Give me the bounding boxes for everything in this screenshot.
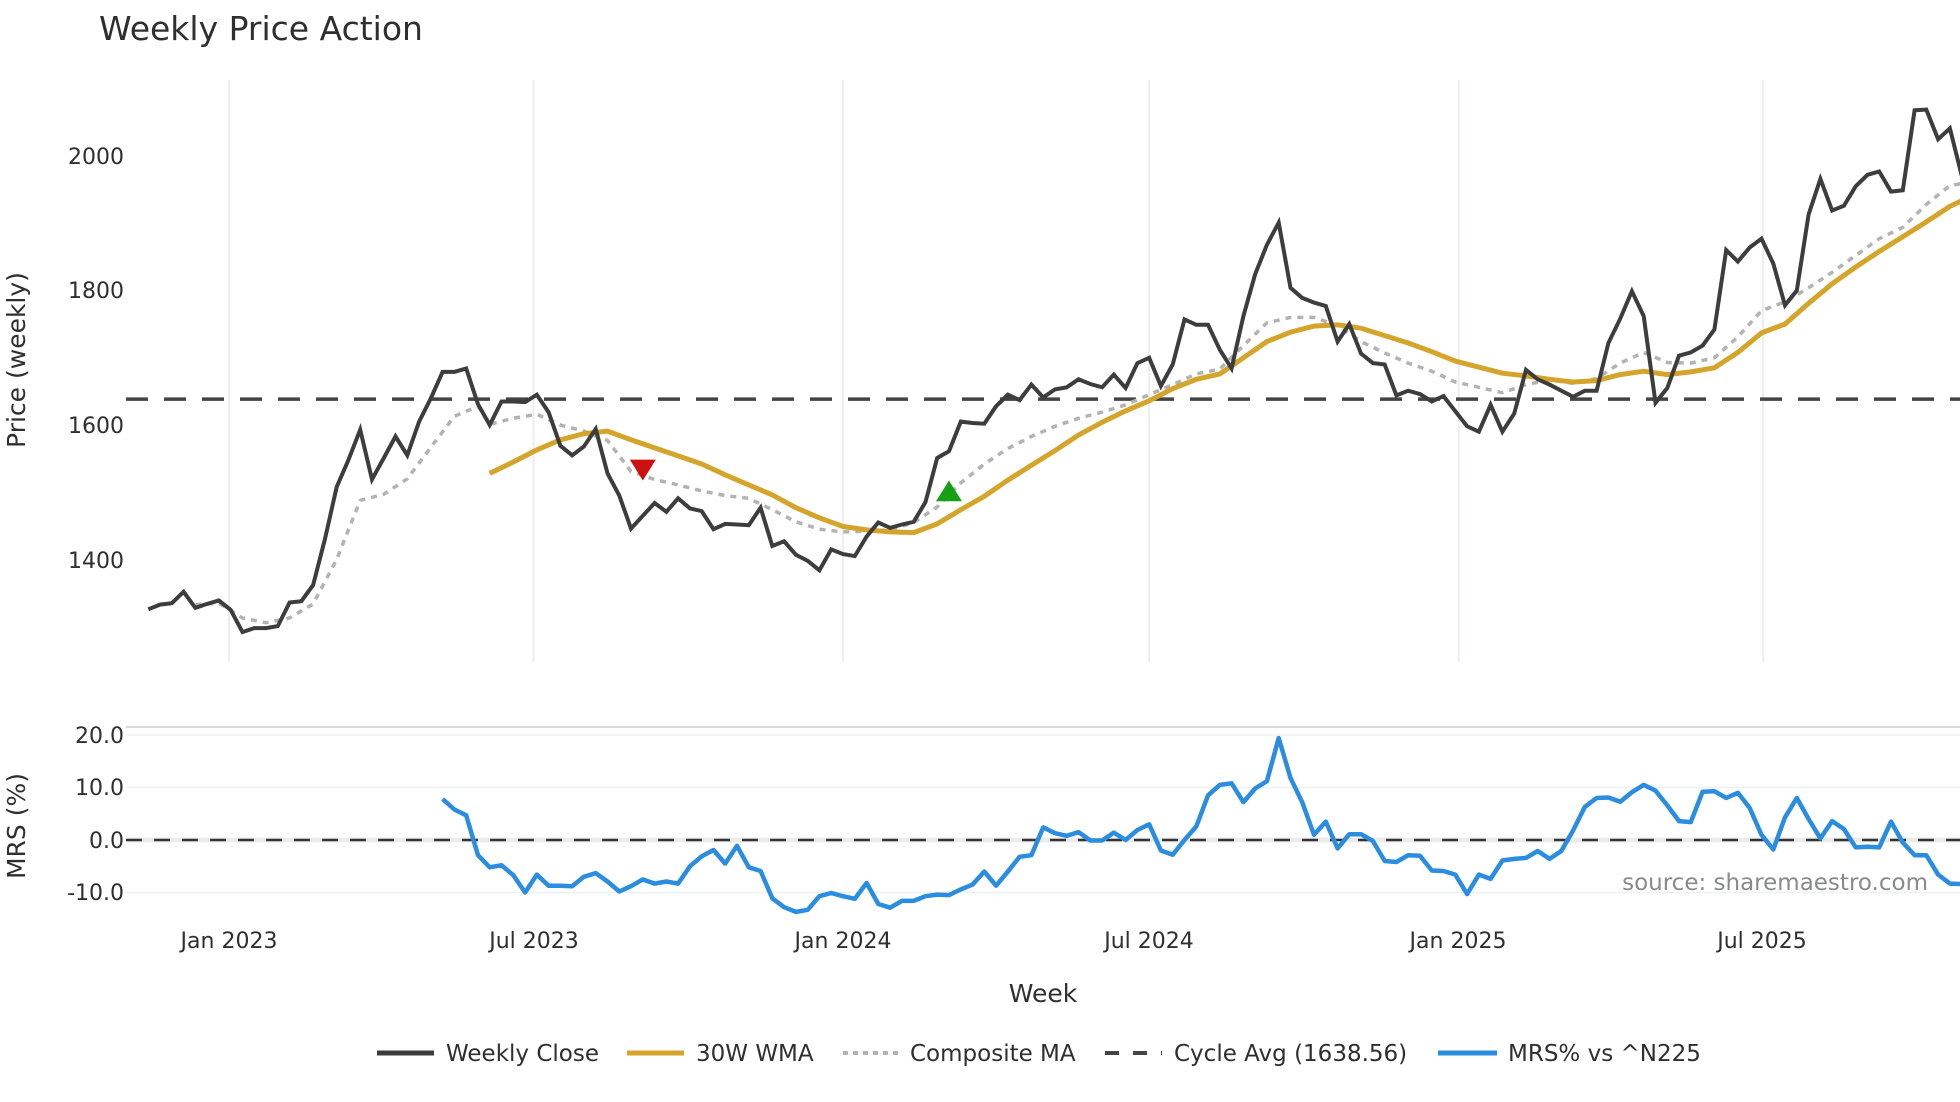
x-tick-jan-2025: Jan 2025 <box>1408 929 1507 954</box>
chart-title: Weekly Price Action <box>99 9 423 48</box>
legend-item-30w-wma[interactable]: 30W WMA <box>627 1041 814 1067</box>
legend-label: Composite MA <box>910 1041 1076 1067</box>
buy-signal-icon <box>935 480 962 502</box>
mrs-frame <box>126 726 1960 894</box>
weekly-close-line <box>147 107 1960 635</box>
price-tick-1600: 1600 <box>68 414 124 439</box>
signal-markers <box>629 459 962 502</box>
mrs-line <box>441 735 1960 915</box>
x-tick-jan-2023: Jan 2023 <box>179 929 278 954</box>
source-watermark: source: sharemaestro.com <box>1622 870 1928 896</box>
x-axis-label: Week <box>1009 979 1078 1008</box>
legend-item-cycle-avg[interactable]: Cycle Avg (1638.56) <box>1105 1041 1407 1067</box>
price-tick-2000: 2000 <box>68 145 124 170</box>
mrs-tick-20: 20.0 <box>75 724 124 749</box>
wma-30w-line <box>488 198 1960 536</box>
sell-signal-icon <box>629 459 656 481</box>
mrs-tick-10: 10.0 <box>75 776 124 801</box>
legend-label: Weekly Close <box>446 1041 599 1067</box>
mrs-tick-minus-10: -10.0 <box>67 881 124 906</box>
mrs-y-axis: 20.0 10.0 0.0 -10.0 MRS (%) <box>2 724 124 906</box>
x-tick-jan-2024: Jan 2024 <box>793 929 892 954</box>
x-tick-jul-2025: Jul 2025 <box>1715 929 1807 954</box>
legend-label: Cycle Avg (1638.56) <box>1174 1041 1407 1067</box>
x-tick-jul-2024: Jul 2024 <box>1102 929 1194 954</box>
price-tick-1800: 1800 <box>68 279 124 304</box>
price-axis-label: Price (weekly) <box>2 272 31 448</box>
mrs-tick-0: 0.0 <box>89 829 124 854</box>
price-gridlines <box>228 80 1765 662</box>
legend-item-weekly-close[interactable]: Weekly Close <box>377 1041 599 1067</box>
x-tick-jul-2023: Jul 2023 <box>487 929 579 954</box>
legend-label: MRS% vs ^N225 <box>1508 1041 1701 1067</box>
legend: Weekly Close 30W WMA Composite MA Cycle … <box>377 1041 1701 1067</box>
mrs-axis-label: MRS (%) <box>2 773 31 879</box>
legend-item-mrs[interactable]: MRS% vs ^N225 <box>1438 1041 1701 1067</box>
price-tick-1400: 1400 <box>68 549 124 574</box>
legend-label: 30W WMA <box>696 1041 814 1067</box>
composite-ma-line <box>195 182 1960 625</box>
x-axis: Jan 2023 Jul 2023 Jan 2024 Jul 2024 Jan … <box>179 929 1807 1008</box>
price-y-axis: 2000 1800 1600 1400 Price (weekly) <box>2 145 124 574</box>
legend-item-composite-ma[interactable]: Composite MA <box>843 1041 1076 1067</box>
